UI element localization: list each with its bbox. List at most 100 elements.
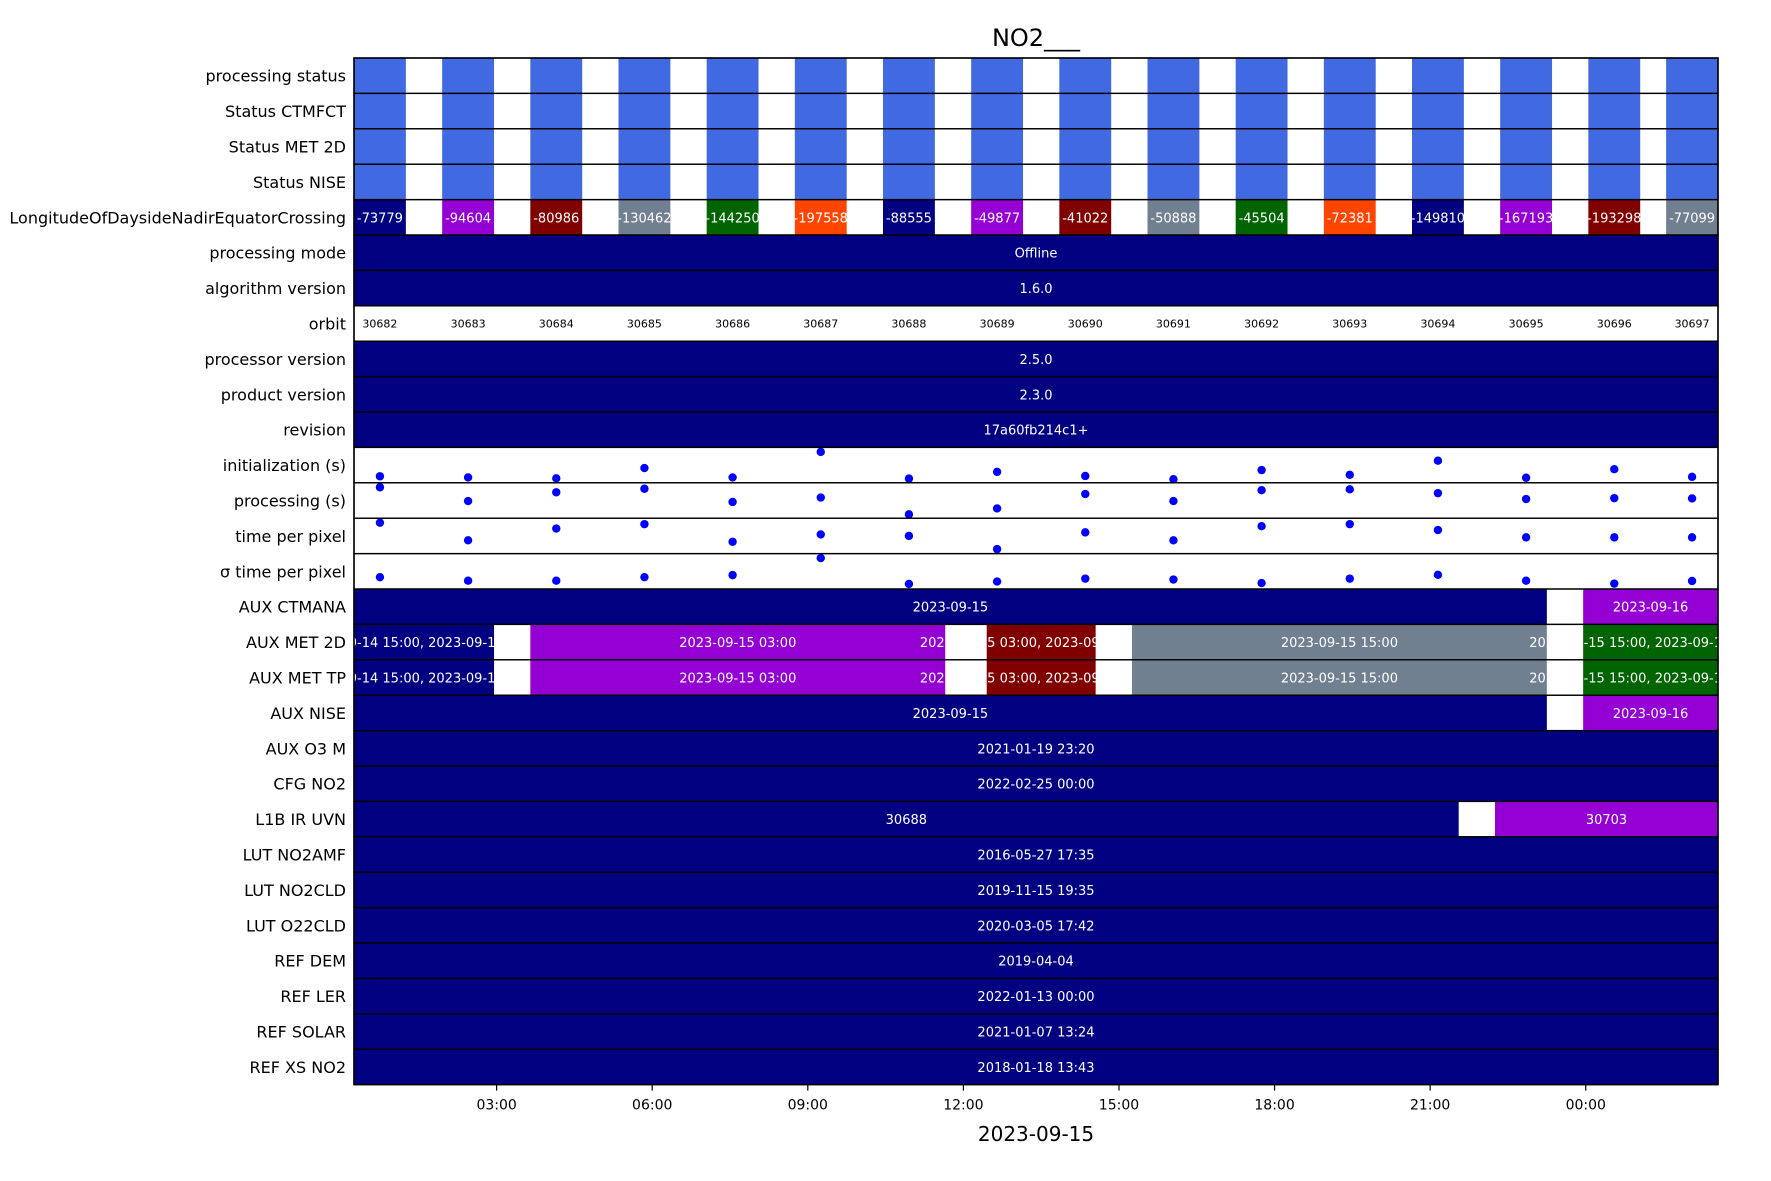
longitude-bar-30682 <box>354 199 406 235</box>
row-ref-ler: 2022-01-13 00:00 <box>354 978 1718 1014</box>
status-bar-30692 <box>1235 164 1288 200</box>
scatter-point-30690 <box>1081 489 1090 499</box>
longitude-label-30682: -73779 <box>357 211 403 226</box>
constant-bar-label: 2020-03-05 17:42 <box>977 919 1094 934</box>
constant-bar-label: 1.6.0 <box>1019 282 1052 297</box>
orbit-number-30692: 30692 <box>1244 318 1279 331</box>
status-bar-30687 <box>794 93 847 129</box>
row-ref-xs-no2: 2018-01-18 13:43 <box>354 1049 1718 1085</box>
status-bar-30694 <box>1412 164 1464 200</box>
longitude-bar-30689 <box>971 199 1024 235</box>
row-label-aux-met-2d: AUX MET 2D <box>246 633 346 652</box>
longitude-bar-30694 <box>1412 199 1464 235</box>
constant-bar-label: 2019-11-15 19:35 <box>977 884 1094 899</box>
row-labels: processing status Status CTMFCT Status MET… <box>9 67 346 1077</box>
orbit-number-30689: 30689 <box>980 318 1015 331</box>
constant-bar <box>354 907 1718 943</box>
row-label-lut-no2amf: LUT NO2AMF <box>243 846 346 865</box>
segment-label-0: 2023-09-15 <box>913 601 989 616</box>
segment-bar-1 <box>530 624 946 660</box>
scatter-point-30688 <box>904 531 914 541</box>
constant-bar <box>354 836 1718 873</box>
segment-bar-0 <box>354 624 495 660</box>
segment-bar-1 <box>1494 801 1718 837</box>
segment-label-1: 30703 <box>1586 813 1627 828</box>
constant-bar <box>354 376 1718 412</box>
segment-label-0: 30688 <box>886 813 927 828</box>
longitude-bar-30695 <box>1500 199 1553 235</box>
scatter-point-30694 <box>1433 570 1443 580</box>
segment-label-4: 2023-09-15 15:00, 2023-09-16 03:00 <box>1529 672 1771 687</box>
row-label-orbit: orbit <box>309 315 346 334</box>
row-revision: 17a60fb214c1+ <box>354 412 1718 448</box>
scatter-point-30687 <box>816 493 825 502</box>
status-bar-30691 <box>1147 164 1200 200</box>
scatter-point-30697 <box>1687 533 1697 542</box>
x-tick-label: 15:00 <box>1099 1098 1139 1114</box>
scatter-point-30695 <box>1521 576 1531 585</box>
status-bar-30691 <box>1147 128 1200 165</box>
row-borders <box>353 57 1719 1086</box>
segment-label-3: 2023-09-15 15:00 <box>1281 636 1398 651</box>
constant-bar <box>354 341 1718 377</box>
scatter-point-30693 <box>1345 574 1354 583</box>
scatter-point-30683 <box>463 473 473 482</box>
scatter-point-30682 <box>375 483 385 492</box>
status-bar-30683 <box>442 93 495 129</box>
scatter-point-30693 <box>1345 470 1354 480</box>
row-label-longitudeofdaysidenadirequatorcrossing: LongitudeOfDaysideNadirEquatorCrossing <box>9 208 346 227</box>
scatter-point-30689 <box>992 467 1002 477</box>
longitude-label-30687: -197558 <box>794 211 848 226</box>
constant-bar-label: 2022-01-13 00:00 <box>977 990 1094 1005</box>
status-bar-30682 <box>354 58 406 94</box>
status-bar-30687 <box>794 58 847 94</box>
row-algorithm-version: 1.6.0 <box>354 270 1718 306</box>
x-axis-label: 2023-09-15 <box>978 1122 1094 1146</box>
segment-label-4: 2023-09-15 15:00, 2023-09-16 03:00 <box>1529 636 1771 651</box>
row-processing-status <box>354 58 1718 94</box>
row-product-version: 2.3.0 <box>354 376 1718 412</box>
orbit-number-30682: 30682 <box>362 318 397 331</box>
longitude-label-30683: -94604 <box>445 211 491 226</box>
scatter-point-30686 <box>728 570 737 580</box>
longitude-label-30684: -80986 <box>533 211 579 226</box>
row-label-l1b-ir-uvn: L1B IR UVN <box>255 810 346 829</box>
status-bar-30683 <box>442 58 495 94</box>
orbit-number-30696: 30696 <box>1597 318 1632 331</box>
row-label-aux-ctmana: AUX CTMANA <box>239 598 346 617</box>
segment-bar-0 <box>354 589 1547 625</box>
segment-label-3: 2023-09-15 15:00 <box>1281 672 1398 687</box>
status-bar-30695 <box>1500 128 1553 165</box>
row-processing-s <box>375 483 1697 519</box>
scatter-point-30687 <box>816 447 825 457</box>
status-bar-30688 <box>883 58 935 94</box>
constant-bar-label: 2018-01-18 13:43 <box>977 1061 1094 1076</box>
status-bar-30694 <box>1412 128 1464 165</box>
longitude-bar-30683 <box>442 199 495 235</box>
row-label-product-version: product version <box>221 385 346 404</box>
row-initialization-s <box>375 447 1697 483</box>
scatter-point-30688 <box>904 579 914 589</box>
status-bar-30682 <box>354 128 406 165</box>
scatter-point-30685 <box>640 572 649 582</box>
row-ref-solar: 2021-01-07 13:24 <box>354 1013 1718 1050</box>
status-bar-30684 <box>530 128 583 165</box>
orbit-number-30690: 30690 <box>1068 318 1103 331</box>
scatter-point-30686 <box>728 497 737 507</box>
segment-bar-1 <box>530 659 946 696</box>
scatter-point-30694 <box>1433 488 1443 498</box>
constant-bar <box>354 766 1718 802</box>
status-bar-30683 <box>442 164 495 200</box>
scatter-point-30684 <box>552 576 561 585</box>
row-label-processing-s: processing (s) <box>234 492 346 511</box>
status-bar-30688 <box>883 128 935 165</box>
row-label-initialization-s: initialization (s) <box>223 456 346 475</box>
constant-bar <box>354 943 1718 979</box>
longitude-label-30686: -144250 <box>705 211 759 226</box>
status-bar-30697 <box>1666 128 1718 165</box>
status-bar-30687 <box>794 164 847 200</box>
status-bar-30694 <box>1412 58 1464 94</box>
segment-bar-4 <box>1583 624 1718 660</box>
segment-label-1: 2023-09-15 03:00 <box>679 672 796 687</box>
longitude-bar-30697 <box>1666 199 1718 235</box>
